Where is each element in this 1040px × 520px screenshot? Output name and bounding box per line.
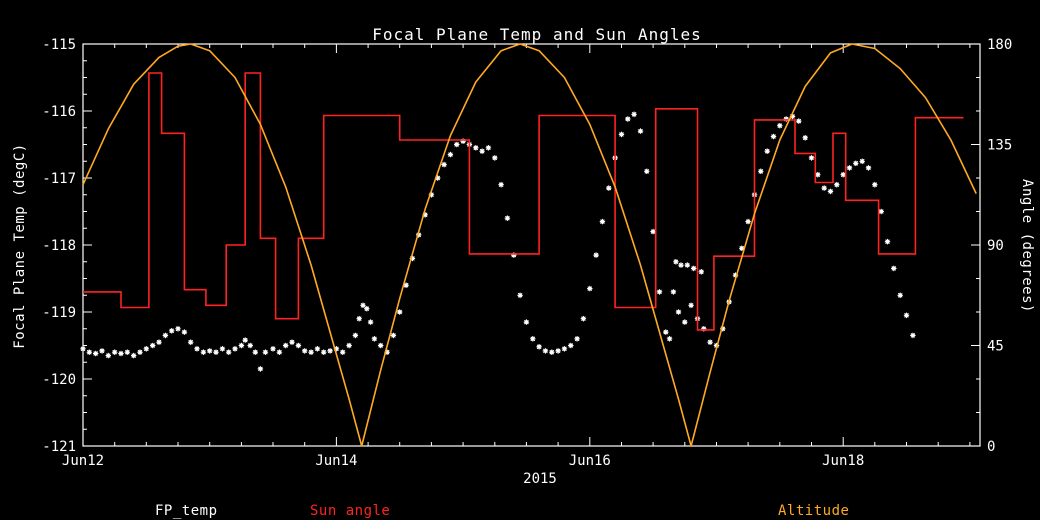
y-right-tick-label: 135 bbox=[987, 138, 1012, 154]
sun-angle-series bbox=[83, 72, 964, 331]
y-left-tick-label: -120 bbox=[42, 372, 76, 388]
x-tick-label: Jun18 bbox=[822, 453, 864, 469]
y-left-tick-label: -118 bbox=[42, 238, 76, 254]
x-tick-label: Jun14 bbox=[315, 453, 357, 469]
y-left-tick-label: -121 bbox=[42, 439, 76, 455]
x-axis-year-label: 2015 bbox=[523, 471, 557, 487]
y-right-tick-label: 0 bbox=[987, 439, 995, 455]
chart-title: Focal Plane Temp and Sun Angles bbox=[372, 25, 702, 44]
axes bbox=[82, 43, 981, 447]
y-left-axis-label: Focal Plane Temp (degC) bbox=[12, 143, 28, 348]
fp-temp-series bbox=[80, 111, 916, 372]
altitude-series bbox=[82, 43, 977, 447]
legend-sun-angle: Sun angle bbox=[310, 503, 390, 519]
y-right-tick-label: 90 bbox=[987, 238, 1004, 254]
plot-area: -115 -116 -117 -118 -119 -120 -121 0 45 90 135 180 J… bbox=[42, 37, 1012, 469]
y-left-tick-label: -119 bbox=[42, 305, 76, 321]
y-left-tick-label: -116 bbox=[42, 104, 76, 120]
y-left-tick-label: -117 bbox=[42, 171, 76, 187]
y-left-tick-label: -115 bbox=[42, 37, 76, 53]
x-tick-label: Jun12 bbox=[62, 453, 104, 469]
y-right-tick-label: 180 bbox=[987, 37, 1012, 53]
tick-labels: -115 -116 -117 -118 -119 -120 -121 0 45 90 135 180 J… bbox=[42, 37, 1012, 469]
x-tick-label: Jun16 bbox=[569, 453, 611, 469]
y-right-axis-label: Angle (degrees) bbox=[1019, 179, 1035, 313]
y-right-tick-label: 45 bbox=[987, 339, 1004, 355]
legend-fp-temp: FP_temp bbox=[155, 503, 218, 519]
legend-altitude: Altitude bbox=[778, 503, 849, 519]
